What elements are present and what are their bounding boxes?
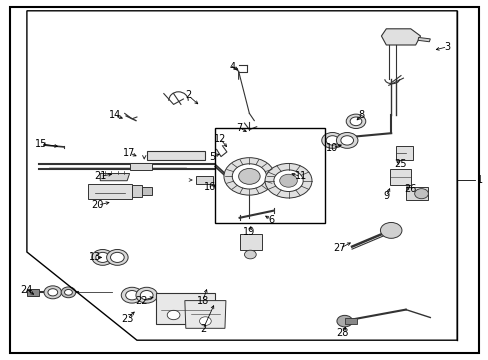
Text: 4: 4 (229, 62, 235, 72)
Text: 6: 6 (268, 215, 274, 225)
Text: 5: 5 (209, 152, 215, 162)
Circle shape (167, 310, 180, 320)
Text: 2: 2 (185, 90, 191, 100)
Circle shape (44, 286, 61, 299)
Circle shape (61, 287, 76, 298)
Text: 2: 2 (200, 324, 205, 334)
Circle shape (321, 132, 343, 148)
Circle shape (336, 315, 352, 327)
Text: 27: 27 (333, 243, 346, 253)
Text: 19: 19 (243, 227, 255, 237)
Polygon shape (417, 37, 429, 42)
Text: 8: 8 (358, 110, 364, 120)
Circle shape (273, 170, 303, 192)
Text: 25: 25 (394, 159, 407, 169)
Text: 18: 18 (196, 296, 209, 306)
Circle shape (48, 289, 58, 296)
Polygon shape (381, 29, 420, 45)
Circle shape (232, 164, 266, 189)
Polygon shape (156, 293, 215, 324)
Circle shape (336, 132, 357, 148)
Text: 11: 11 (294, 171, 306, 181)
Circle shape (136, 287, 157, 303)
Polygon shape (184, 301, 225, 328)
Polygon shape (405, 187, 427, 200)
Text: 12: 12 (213, 134, 226, 144)
Text: 3: 3 (444, 42, 449, 52)
Circle shape (346, 114, 365, 129)
Text: 17: 17 (123, 148, 136, 158)
Polygon shape (146, 151, 205, 160)
Text: 9: 9 (383, 191, 388, 201)
Polygon shape (27, 289, 39, 296)
Text: 14: 14 (108, 110, 121, 120)
Polygon shape (88, 184, 132, 199)
Polygon shape (129, 163, 151, 170)
Circle shape (110, 252, 124, 262)
Circle shape (238, 168, 260, 184)
Circle shape (349, 117, 361, 126)
Text: 7: 7 (236, 123, 242, 133)
Circle shape (279, 174, 297, 187)
Circle shape (264, 163, 311, 198)
Text: 24: 24 (20, 285, 33, 295)
Polygon shape (395, 146, 412, 160)
Polygon shape (100, 174, 129, 181)
Circle shape (414, 189, 427, 199)
Polygon shape (142, 187, 151, 195)
Circle shape (96, 252, 109, 262)
Polygon shape (239, 234, 261, 250)
Text: 21: 21 (94, 171, 106, 181)
Polygon shape (195, 176, 212, 184)
Circle shape (121, 287, 142, 303)
Text: 22: 22 (135, 296, 148, 306)
Text: 10: 10 (325, 143, 338, 153)
Circle shape (244, 250, 256, 259)
Circle shape (140, 291, 153, 300)
Circle shape (196, 300, 204, 306)
Text: 28: 28 (335, 328, 348, 338)
Circle shape (125, 291, 138, 300)
Polygon shape (389, 169, 410, 185)
Text: 13: 13 (89, 252, 102, 262)
Text: 15: 15 (35, 139, 48, 149)
Bar (215, 128, 325, 223)
Text: 1: 1 (476, 175, 482, 185)
Text: 26: 26 (404, 184, 416, 194)
Text: 23: 23 (121, 314, 133, 324)
Circle shape (199, 317, 211, 325)
Circle shape (92, 249, 113, 265)
Circle shape (106, 249, 128, 265)
Polygon shape (132, 185, 142, 197)
Circle shape (380, 222, 401, 238)
Text: 20: 20 (91, 200, 104, 210)
Circle shape (325, 136, 338, 145)
Circle shape (340, 136, 353, 145)
Text: 16: 16 (203, 182, 216, 192)
Circle shape (224, 158, 274, 195)
Circle shape (64, 289, 72, 295)
Polygon shape (344, 318, 356, 324)
